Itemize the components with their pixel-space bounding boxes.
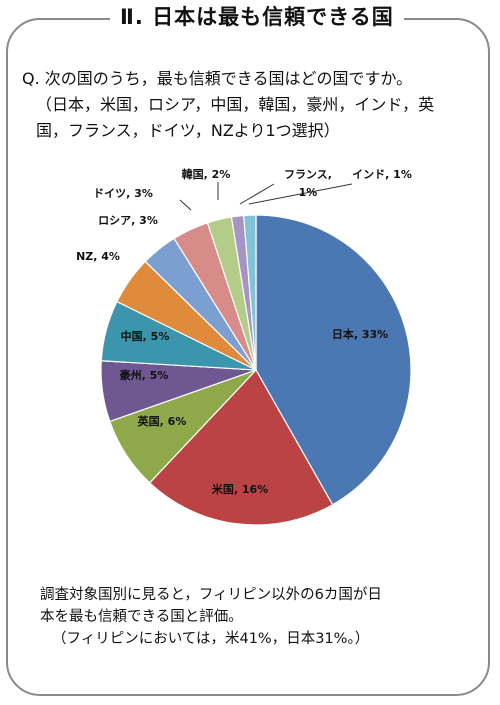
note-line: （フィリピンにおいては，米41%，日本31%。）: [52, 631, 370, 647]
leader-line: [239, 183, 275, 205]
data-labels: 日本, 33% 米国, 16% 英国, 6% 豪州, 5% 中国, 5% NZ, 4% ロシ…: [76, 167, 412, 496]
data-label: ドイツ, 3%: [93, 187, 153, 200]
pie-slice--: [255, 214, 412, 506]
question-line: Q. 次の国のうち，最も信頼できる国はどの国ですか。: [22, 69, 413, 88]
survey-question: Q. 次の国のうち，最も信頼できる国はどの国ですか。 （日本，米国，ロシア，中国…: [22, 66, 490, 144]
pie-slice--: [243, 214, 257, 371]
pie-chart: 日本, 33% 米国, 16% 英国, 6% 豪州, 5% 中国, 5% NZ, 4% ロシ…: [76, 167, 412, 526]
page-title: Ⅱ. 日本は最も信頼できる国: [110, 1, 404, 31]
data-label: 豪州, 5%: [120, 368, 169, 382]
data-label: インド, 1%: [352, 168, 412, 181]
note-line: 調査対象国別に見ると，フィリピン以外の6カ国が日: [40, 587, 382, 603]
data-label: NZ, 4%: [76, 250, 120, 263]
leader-lines: [179, 182, 353, 211]
data-label: 日本, 33%: [332, 327, 388, 341]
data-label: 韓国, 2%: [182, 167, 231, 181]
data-label: ロシア, 3%: [98, 214, 158, 227]
pie-slices: [100, 214, 412, 526]
data-label: 中国, 5%: [121, 329, 170, 343]
leader-line: [179, 199, 192, 211]
pie-slice--: [148, 368, 334, 526]
note-line: 本を最も信頼できる国と評価。: [40, 609, 243, 625]
question-line: （日本，米国，ロシア，中国，韓国，豪州，インド，英: [36, 95, 435, 114]
question-line: 国，フランス，ドイツ，NZより1つ選択）: [36, 121, 340, 140]
data-label: 英国, 6%: [137, 414, 187, 428]
data-label: フランス, 1%: [284, 168, 332, 199]
data-label: 米国, 16%: [211, 482, 268, 496]
leader-line: [248, 183, 353, 205]
survey-note: 調査対象国別に見ると，フィリピン以外の6カ国が日 本を最も信頼できる国と評価。 …: [40, 584, 480, 650]
